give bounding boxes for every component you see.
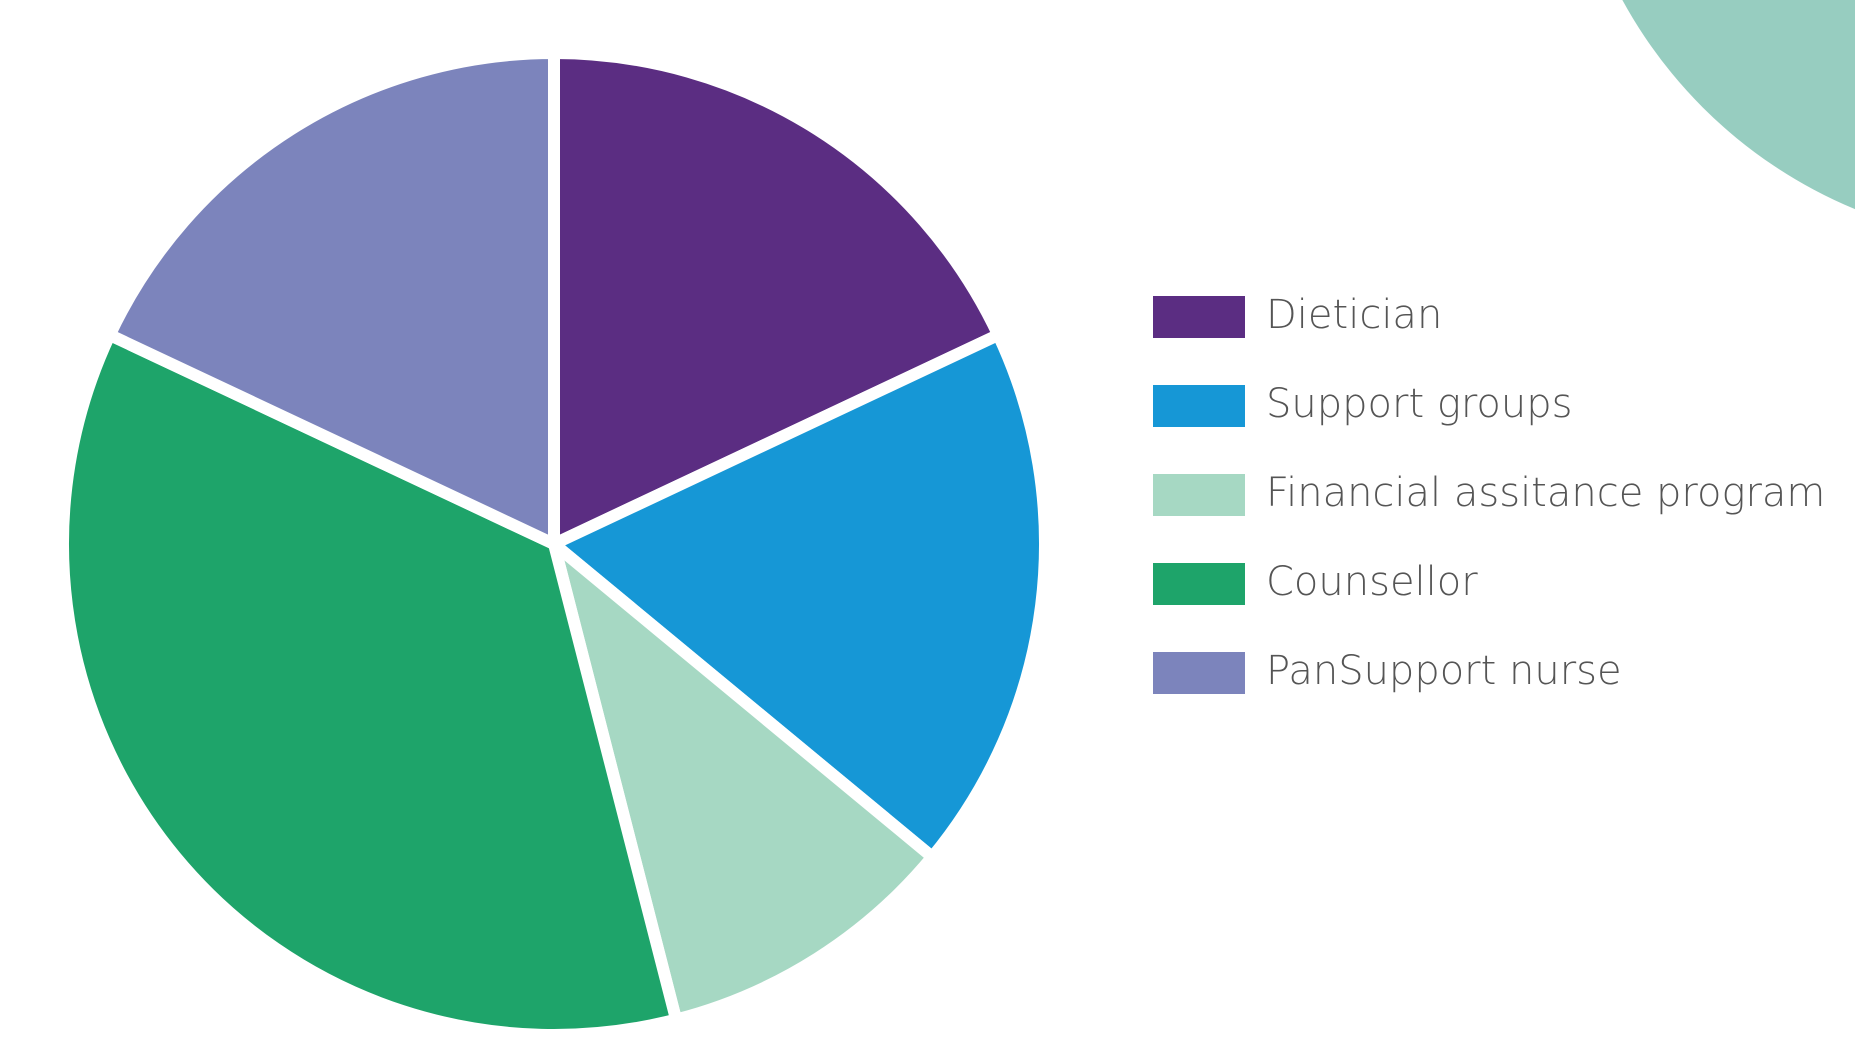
decoration — [1622, 0, 1855, 210]
legend-swatch — [1153, 563, 1245, 605]
legend-label: Financial assitance program — [1266, 470, 1825, 516]
legend: Dietician Support groups Financial assitan… — [1153, 292, 1825, 694]
pie-slice — [57, 328, 683, 1039]
legend-label: Support groups — [1266, 381, 1572, 427]
legend-label: Counsellor — [1266, 559, 1478, 605]
legend-label: PanSupport nurse — [1266, 648, 1622, 694]
legend-label: Dietician — [1266, 292, 1442, 338]
legend-swatch — [1153, 474, 1245, 516]
pie-slice — [103, 47, 560, 550]
pie — [57, 47, 1051, 1039]
legend-swatch — [1153, 296, 1245, 338]
pie-slice — [548, 47, 1005, 550]
legend-swatch — [1153, 652, 1245, 694]
legend-swatch — [1153, 385, 1245, 427]
pie-slice — [548, 328, 1051, 863]
